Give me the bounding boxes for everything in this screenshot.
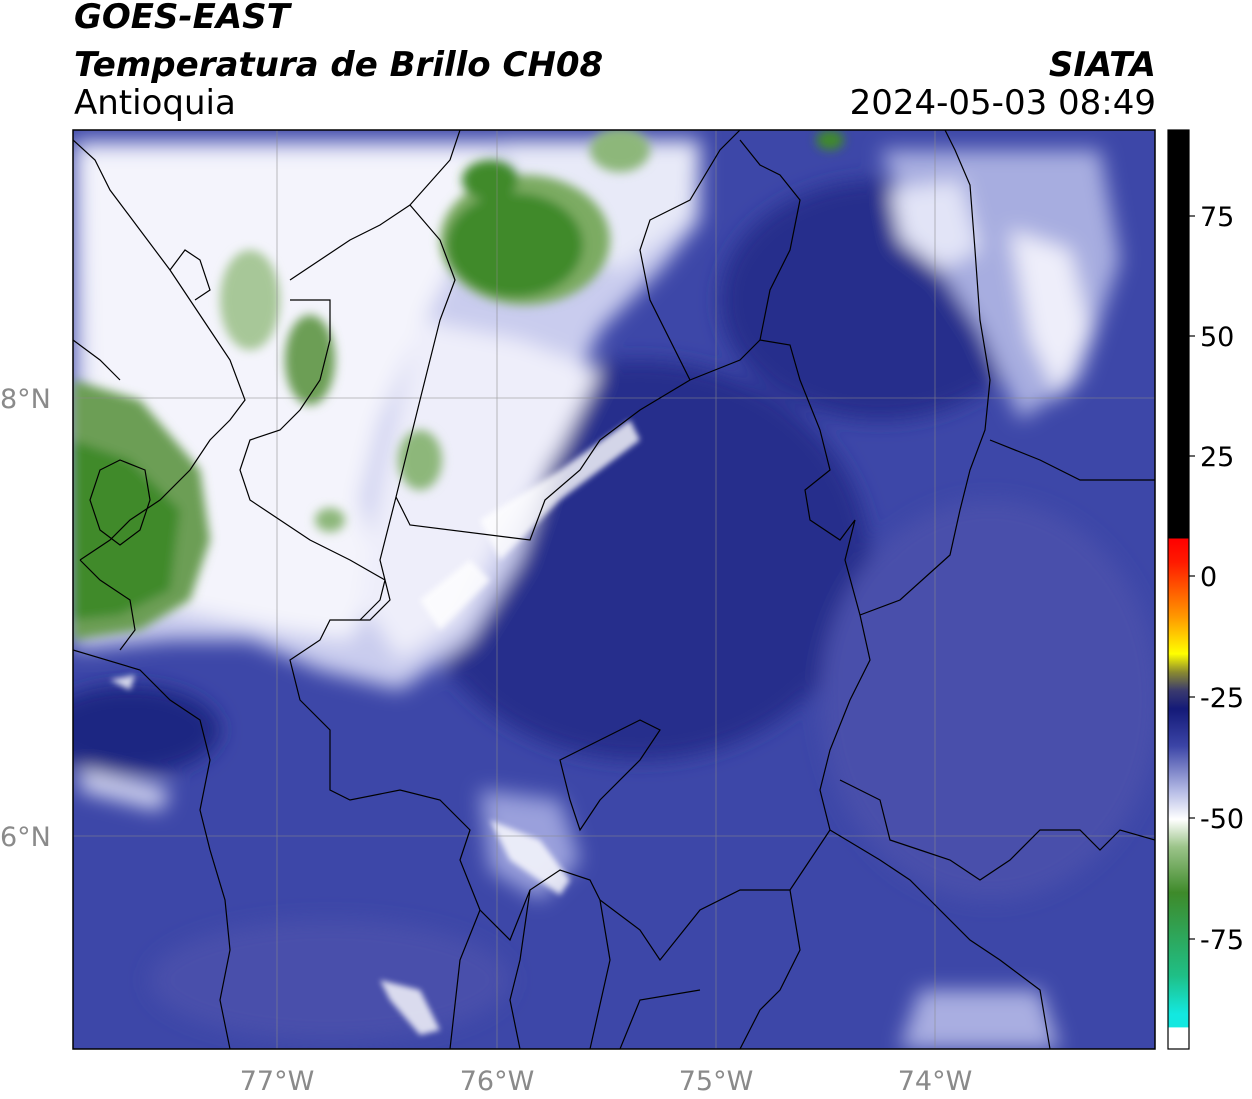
administrative-boundaries [73, 130, 1155, 1049]
lat-label: 6°N [0, 822, 51, 853]
timestamp-label: 2024-05-03 08:49 [849, 83, 1156, 123]
colorbar-tick-label: -25 [1200, 683, 1244, 714]
map-frame [72, 129, 1156, 1050]
lon-label: 74°W [898, 1066, 973, 1097]
lat-label: 8°N [0, 384, 51, 415]
colorbar-tick-label: 0 [1200, 562, 1217, 593]
colorbar-tick-label: 75 [1200, 202, 1234, 233]
colorbar-tick-label: -50 [1200, 804, 1244, 835]
lon-label: 75°W [679, 1066, 754, 1097]
brightness-temperature-field [73, 130, 1155, 1049]
satellite-title: GOES-EAST [74, 0, 290, 37]
graticule [73, 130, 1155, 1049]
longitude-labels: 77°W 76°W 75°W 74°W [240, 1066, 973, 1097]
product-title: Temperatura de Brillo CH08 [74, 45, 604, 85]
colorbar-tick-label: 50 [1200, 322, 1234, 353]
latitude-labels: 8°N 6°N [0, 384, 51, 853]
organization-label: SIATA [1048, 45, 1156, 85]
lon-label: 77°W [240, 1066, 315, 1097]
colorbar: 75 50 25 0 -25 -50 -75 [1167, 129, 1244, 1050]
colorbar-gradient [1167, 129, 1190, 1050]
region-label: Antioquia [74, 83, 236, 123]
colorbar-tick-label: 25 [1200, 442, 1234, 473]
lon-label: 76°W [460, 1066, 535, 1097]
colorbar-tick-label: -75 [1200, 925, 1244, 956]
